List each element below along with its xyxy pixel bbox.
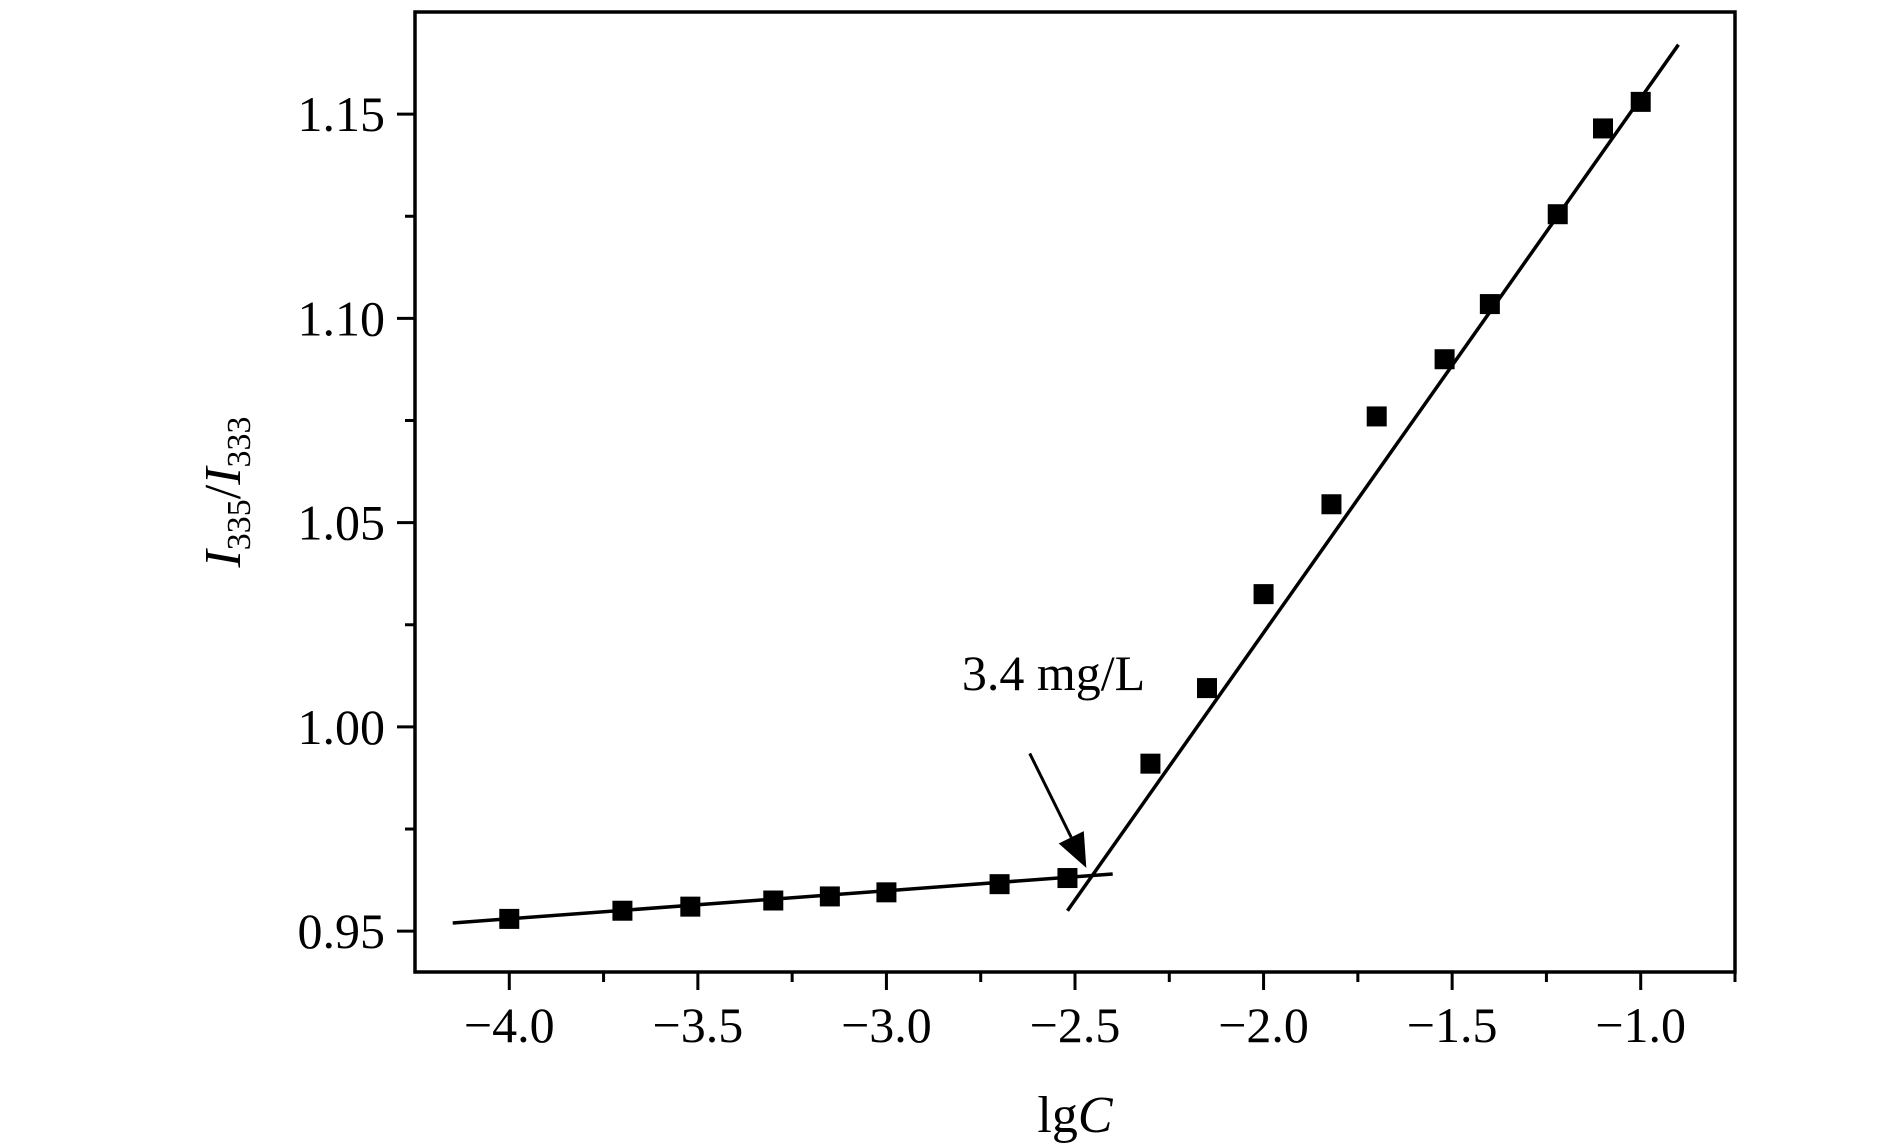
axis-ticks (397, 112, 1737, 990)
x-tick-label: −2.5 (1030, 997, 1121, 1053)
data-point (1253, 584, 1274, 605)
data-point (876, 882, 897, 903)
data-point (1057, 868, 1078, 889)
y-tick-label: 1.05 (298, 495, 386, 551)
y-axis-title-slash: / (195, 484, 252, 499)
data-point (680, 896, 701, 917)
x-axis-title: lgC (1037, 1087, 1113, 1144)
fit-lines (452, 43, 1680, 925)
data-point (763, 890, 784, 911)
data-point (499, 908, 520, 929)
tick-labels: −4.0 −3.5 −3.0 −2.5 −2.0 −1.5 −1.0 0.95 1.00 1.05… (298, 86, 1687, 1053)
data-point (1547, 204, 1568, 225)
fit-line (1066, 43, 1680, 912)
x-tick-label: −2.0 (1218, 997, 1309, 1053)
data-point (1321, 494, 1342, 515)
data-points (499, 91, 1651, 929)
x-tick-label: −3.5 (653, 997, 744, 1053)
y-axis-title-sub1: 335 (221, 499, 258, 550)
annotation: 3.4 mg/L (962, 645, 1145, 868)
y-axis-title: I335/I333 (195, 416, 258, 568)
data-point (1630, 91, 1651, 112)
data-point (989, 874, 1010, 895)
x-axis-title-prefix: lg (1037, 1087, 1077, 1144)
y-tick-label: 0.95 (298, 903, 386, 959)
y-tick-label: 1.15 (298, 86, 386, 142)
data-point (1593, 118, 1613, 139)
data-point (819, 886, 840, 907)
y-tick-label: 1.00 (298, 699, 386, 755)
data-point (1140, 753, 1161, 774)
data-point (1434, 349, 1455, 370)
x-tick-label: −3.0 (841, 997, 932, 1053)
y-axis-title-sub2: 333 (221, 416, 258, 467)
plot-frame (413, 10, 1737, 974)
y-axis-title-i1: I (195, 548, 252, 569)
x-tick-label: −1.0 (1595, 997, 1686, 1053)
data-point (1197, 678, 1217, 699)
y-tick-label: 1.10 (298, 290, 386, 346)
x-tick-label: −4.0 (464, 997, 555, 1053)
data-point (612, 900, 633, 921)
y-axis-title-i2: I (195, 465, 252, 486)
annotation-arrow (1028, 752, 1073, 839)
x-axis-title-variable: C (1078, 1087, 1114, 1144)
data-point (1366, 406, 1387, 427)
x-tick-label: −1.5 (1407, 997, 1498, 1053)
annotation-arrowhead (1058, 831, 1087, 868)
data-point (1479, 294, 1500, 315)
annotation-label: 3.4 mg/L (962, 645, 1145, 701)
